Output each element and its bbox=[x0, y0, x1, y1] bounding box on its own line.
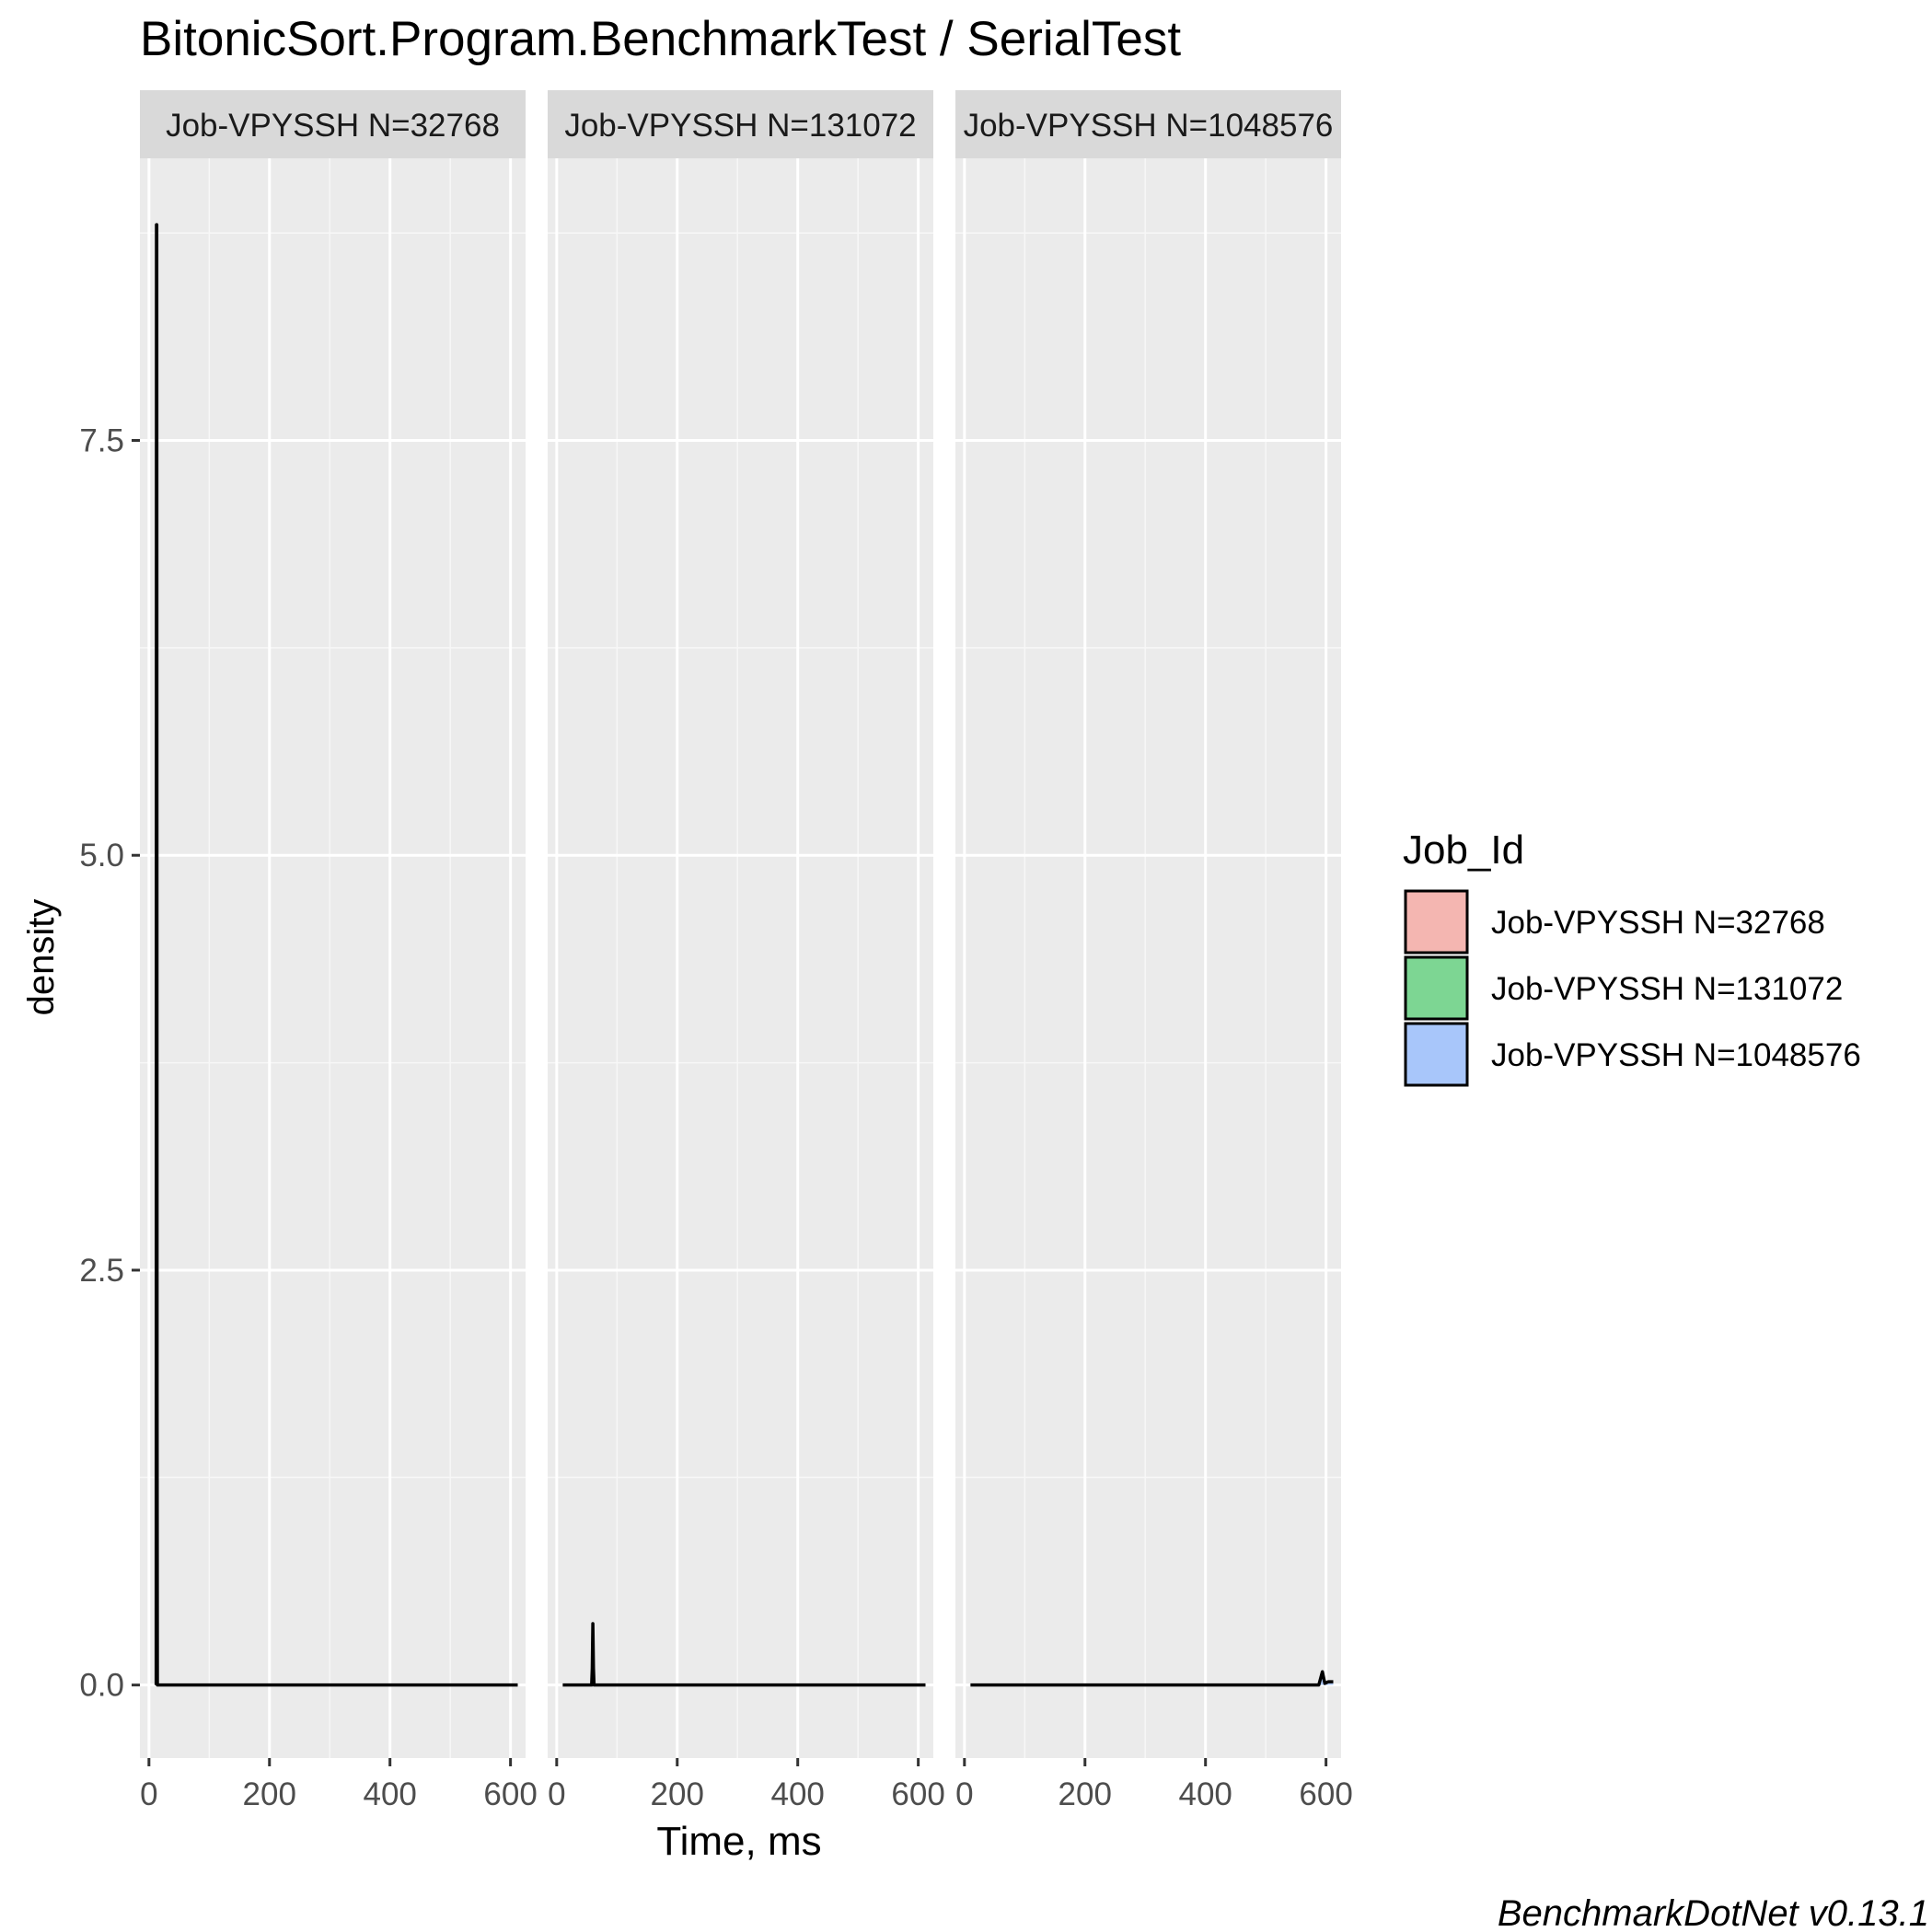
legend-key bbox=[1404, 955, 1469, 1021]
density-curve bbox=[970, 1670, 1334, 1687]
y-tick-label: 5.0 bbox=[79, 838, 124, 873]
y-tick-label: 2.5 bbox=[79, 1253, 124, 1289]
x-tick-label: 600 bbox=[483, 1776, 537, 1812]
legend: Job_Id Job-VPYSSH N=32768 Job-VPYSSH N=13… bbox=[1403, 827, 1861, 1087]
x-tick-label: 400 bbox=[1178, 1776, 1232, 1812]
panel-background bbox=[955, 158, 1341, 1758]
facet-strip bbox=[548, 90, 933, 158]
facet-strip-label: Job-VPYSSH N=32768 bbox=[166, 108, 500, 144]
caption: BenchmarkDotNet v0.13.1 bbox=[1498, 1893, 1929, 1932]
x-tick-label: 0 bbox=[955, 1776, 973, 1812]
facet-strip-label: Job-VPYSSH N=1048576 bbox=[964, 108, 1334, 144]
y-tick-label: 0.0 bbox=[79, 1668, 124, 1704]
facet-strip-label: Job-VPYSSH N=131072 bbox=[564, 108, 916, 144]
x-tick-label: 400 bbox=[363, 1776, 416, 1812]
legend-key bbox=[1404, 889, 1469, 954]
facet-panel: Job-VPYSSH N=131072 0 200 400 600 bbox=[548, 90, 945, 1812]
x-tick-label: 200 bbox=[243, 1776, 296, 1812]
x-axis-label: Time, ms bbox=[656, 1819, 821, 1864]
x-tick-label: 600 bbox=[891, 1776, 944, 1812]
legend-title: Job_Id bbox=[1403, 827, 1524, 873]
facet-panel: Job-VPYSSH N=1048576 0 200 400 600 bbox=[955, 90, 1353, 1812]
facet-strip bbox=[955, 90, 1341, 158]
facet-strip bbox=[140, 90, 526, 158]
legend-label: Job-VPYSSH N=1048576 bbox=[1491, 1037, 1861, 1073]
y-axis-label: density bbox=[21, 899, 62, 1016]
y-tick-label: 7.5 bbox=[79, 422, 124, 458]
panel-background bbox=[140, 158, 526, 1758]
x-tick-label: 400 bbox=[770, 1776, 824, 1812]
x-tick-label: 200 bbox=[651, 1776, 704, 1812]
chart-title: BitonicSort.Program.BenchmarkTest / Seri… bbox=[140, 12, 1181, 66]
x-tick-label: 0 bbox=[140, 1776, 157, 1812]
density-curve bbox=[154, 223, 518, 1687]
legend-label: Job-VPYSSH N=32768 bbox=[1491, 905, 1825, 941]
x-tick-label: 0 bbox=[548, 1776, 565, 1812]
density-curve bbox=[562, 1622, 926, 1687]
x-tick-label: 200 bbox=[1059, 1776, 1112, 1812]
y-axis: 0.0 2.5 5.0 7.5 bbox=[79, 422, 140, 1704]
facet-panel: Job-VPYSSH N=32768 0 200 400 600 bbox=[140, 90, 538, 1812]
legend-key bbox=[1404, 1022, 1469, 1087]
x-tick-label: 600 bbox=[1299, 1776, 1352, 1812]
legend-label: Job-VPYSSH N=131072 bbox=[1491, 971, 1843, 1007]
panel-background bbox=[548, 158, 933, 1758]
